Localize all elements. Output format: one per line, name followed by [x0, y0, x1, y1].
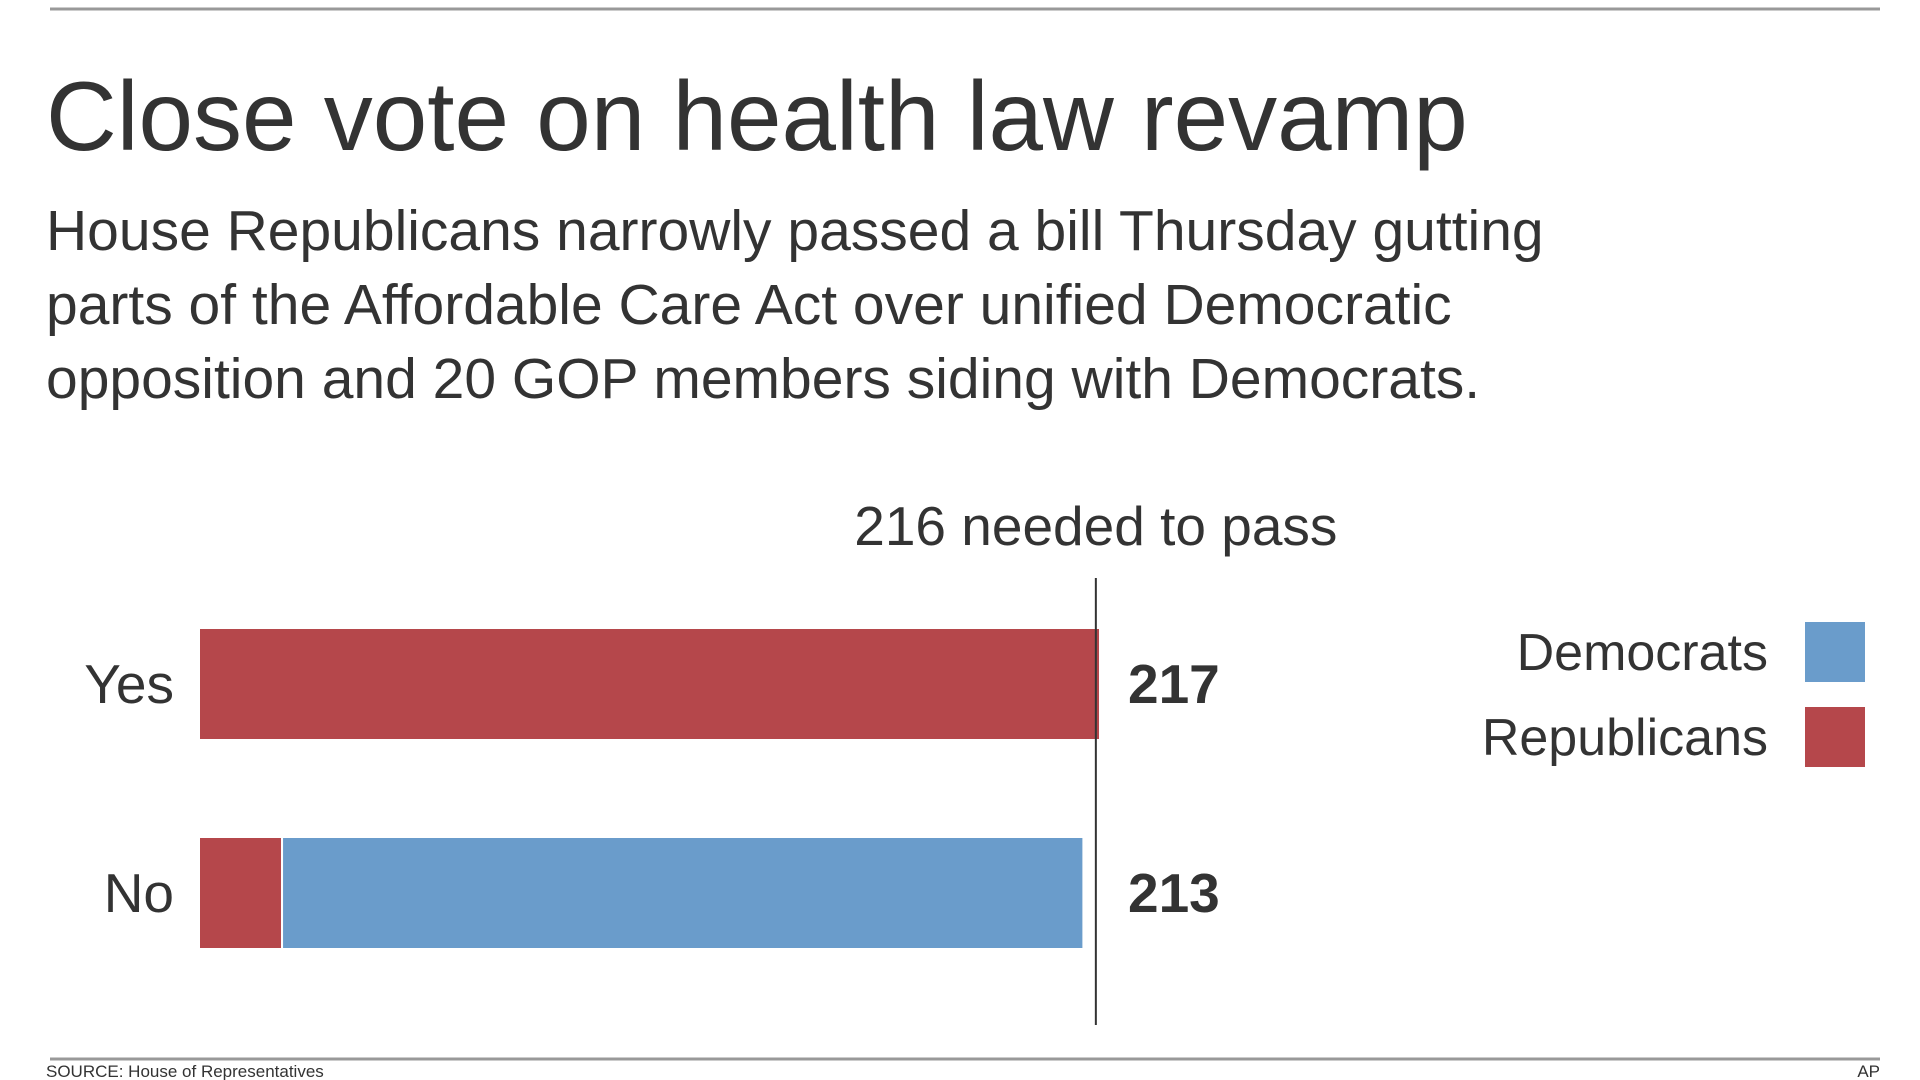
subtitle-line: opposition and 20 GOP members siding wit…: [46, 347, 1480, 411]
bar-segment: [198, 836, 284, 950]
legend-label: Republicans: [1482, 709, 1768, 767]
bar-segment: [281, 836, 1085, 950]
total-label: 213: [1128, 862, 1220, 924]
chart-title: Close vote on health law revamp: [46, 61, 1468, 171]
category-label: No: [104, 862, 174, 924]
subtitle-line: parts of the Affordable Care Act over un…: [46, 273, 1452, 337]
credit: AP: [1857, 1062, 1880, 1080]
source: SOURCE: House of Representatives: [46, 1062, 324, 1080]
bar-segment: [198, 627, 1101, 741]
total-label: 217: [1128, 653, 1220, 715]
legend-swatch: [1805, 622, 1865, 682]
legend-label: Democrats: [1517, 624, 1768, 682]
category-label: Yes: [84, 653, 174, 715]
legend-swatch: [1805, 707, 1865, 767]
threshold-label: 216 needed to pass: [854, 495, 1337, 557]
subtitle-line: House Republicans narrowly passed a bill…: [46, 199, 1544, 263]
